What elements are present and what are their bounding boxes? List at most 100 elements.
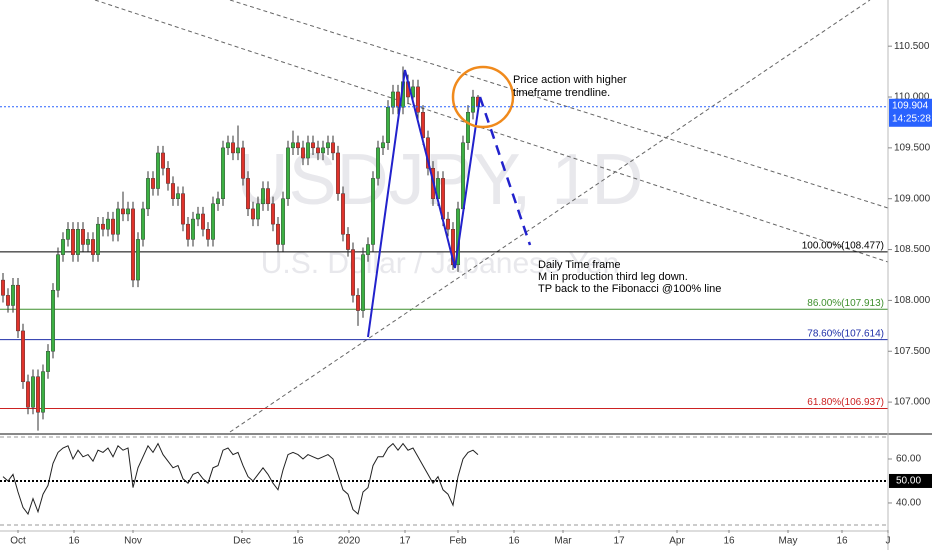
candle-body xyxy=(366,244,371,255)
candle-body xyxy=(341,193,346,235)
candle-body xyxy=(56,254,61,291)
candle-body xyxy=(376,147,381,179)
x-tick-label: May xyxy=(779,536,798,547)
candle-body xyxy=(65,229,70,240)
candle-body xyxy=(16,284,21,332)
last-price-label: 109.904 xyxy=(892,100,929,111)
candle-body xyxy=(326,142,331,149)
candle-body xyxy=(266,188,271,204)
candle-body xyxy=(471,96,476,113)
candle-body xyxy=(386,106,391,143)
candle-body xyxy=(110,218,115,235)
candle-body xyxy=(150,178,155,189)
fib-label: 61.80%(106.937) xyxy=(807,397,884,408)
candle-body xyxy=(26,381,31,408)
candle-body xyxy=(140,208,145,240)
candle-body xyxy=(31,376,36,408)
candle-body xyxy=(301,147,306,159)
candle-body xyxy=(286,147,291,199)
annotation: Price action with higher xyxy=(513,74,627,86)
midline-label: 50.00 xyxy=(896,476,921,487)
candle-body xyxy=(416,86,421,113)
trendline xyxy=(94,0,889,263)
x-tick-label: 17 xyxy=(399,536,411,547)
annotation: M in production third leg down. xyxy=(538,271,688,283)
candle-body xyxy=(21,330,26,382)
candle-body xyxy=(170,183,175,199)
countdown-label: 14:25:28 xyxy=(892,113,931,124)
candle-body xyxy=(85,239,90,245)
candle-body xyxy=(10,284,15,306)
x-tick-label: Dec xyxy=(233,536,251,547)
candle-body xyxy=(391,91,396,108)
candle-body xyxy=(250,208,255,220)
annotation: Daily Time frame xyxy=(538,259,621,271)
x-tick-label: 16 xyxy=(68,536,80,547)
x-tick-label: Mar xyxy=(554,536,572,547)
candle-body xyxy=(195,213,200,220)
candle-body xyxy=(271,203,276,225)
candle-body xyxy=(256,203,261,220)
x-tick-label: Nov xyxy=(124,536,142,547)
m-pattern xyxy=(367,65,532,338)
annotation: TP back to the Fibonacci @100% line xyxy=(538,283,721,295)
candle-body xyxy=(51,290,56,352)
candle-body xyxy=(185,223,190,240)
last-price-tag xyxy=(889,98,932,127)
watermark-subtitle: U.S. Dollar / Japanese Yen xyxy=(261,247,620,280)
candle-body xyxy=(46,351,51,372)
projected-leg xyxy=(478,96,532,246)
x-tick-label: Feb xyxy=(449,536,467,547)
candle-body xyxy=(80,229,85,245)
y-tick-label: 107.500 xyxy=(894,346,931,357)
trendline xyxy=(229,0,889,209)
x-tick-label: Apr xyxy=(669,536,685,547)
x-tick-label: Oct xyxy=(10,536,26,547)
candle-body xyxy=(205,229,210,240)
candle-body xyxy=(356,295,361,311)
candle-body xyxy=(466,112,471,143)
candle-body xyxy=(75,229,80,255)
candle-body xyxy=(135,239,140,281)
y-tick-label: 110.500 xyxy=(894,41,930,52)
candle-body xyxy=(225,142,230,149)
candle-body xyxy=(70,229,75,255)
candle-body xyxy=(371,178,376,245)
candle-body xyxy=(311,142,316,149)
candle-body xyxy=(1,279,5,296)
x-tick-label: 16 xyxy=(836,536,848,547)
candle-body xyxy=(276,223,281,245)
fib-label: 86.00%(107.913) xyxy=(807,298,884,309)
candle-body xyxy=(351,249,356,296)
y-tick-label: 108.500 xyxy=(894,244,931,255)
x-tick-label: 2020 xyxy=(338,536,361,547)
candle-body xyxy=(105,218,110,230)
m-leg xyxy=(367,69,481,338)
candle-body xyxy=(5,295,10,306)
annotation: timeframe trendline. xyxy=(513,87,610,99)
candle-body xyxy=(90,239,95,255)
candle-body xyxy=(200,213,205,230)
y-tick-label: 108.000 xyxy=(894,295,931,306)
candle-body xyxy=(145,178,150,210)
indicator-y-tick-label: 40.00 xyxy=(896,498,921,509)
candle-body xyxy=(321,147,326,154)
y-tick-label: 107.000 xyxy=(894,397,931,408)
fib-label: 100.00%(108.477) xyxy=(802,241,884,252)
candle-body xyxy=(215,198,220,204)
y-tick-label: 110.000 xyxy=(894,92,930,103)
candle-body xyxy=(306,142,311,159)
candle-body xyxy=(336,152,341,194)
candle-body xyxy=(240,147,245,179)
candle-body xyxy=(331,142,336,154)
candle-body xyxy=(261,188,266,204)
highlight-circle xyxy=(451,65,515,129)
candle-body xyxy=(220,147,225,199)
candle-body xyxy=(316,147,321,154)
candle-body xyxy=(115,208,120,235)
candle-body xyxy=(190,218,195,240)
x-tick-label: 16 xyxy=(292,536,304,547)
candle-body xyxy=(381,142,386,149)
